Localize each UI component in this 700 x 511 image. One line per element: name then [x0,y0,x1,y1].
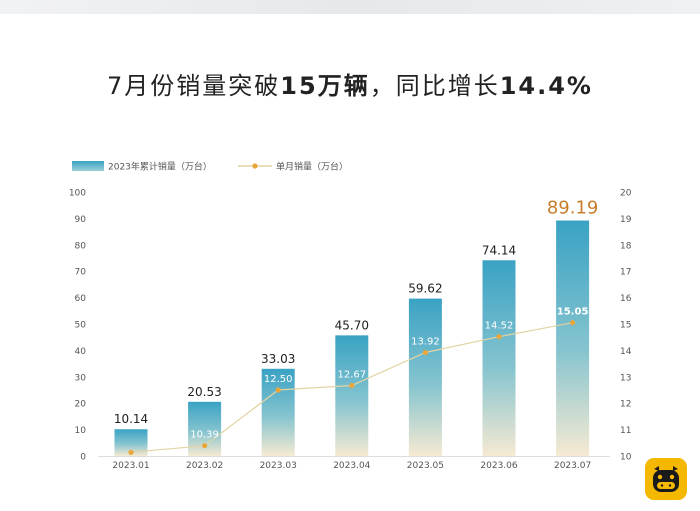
cow-face-icon [653,466,679,492]
left-axis-tick-label: 60 [75,294,87,304]
bar-value-label: 89.19 [547,198,599,219]
line-point-marker [128,449,134,455]
bar-cumulative-sales [261,368,295,456]
line-value-label: 13.92 [411,337,440,348]
bar-value-label: 59.62 [408,282,442,296]
headline: 7月份销量突破15万辆，同比增长14.4% [0,66,700,101]
line-value-label: 12.67 [337,370,366,381]
headline-part-1: 7月份销量突破 [107,72,281,100]
headline-bold-2: 14.4% [499,72,593,100]
x-axis-tick-label: 2023.07 [554,461,591,471]
bar-value-label: 33.03 [261,352,295,366]
right-axis-tick-label: 20 [620,189,632,199]
left-axis-tick-label: 100 [69,189,86,199]
right-axis-tick-label: 15 [620,321,631,331]
line-value-label: 12.50 [264,374,293,385]
right-axis-tick-label: 13 [620,373,631,383]
line-point-marker [422,349,428,356]
left-axis-tick-label: 80 [75,241,87,251]
left-axis-tick-label: 30 [75,373,87,383]
line-value-label: 15.05 [557,307,589,318]
legend-line-label: 单月销量（万台） [276,161,348,173]
bar-cumulative-sales [482,260,516,456]
right-axis-tick-label: 16 [620,294,632,304]
bar-cumulative-sales [408,298,442,456]
bar-cumulative-sales [556,220,590,456]
x-axis-tick-label: 2023.03 [260,461,297,471]
x-axis-tick-label: 2023.06 [480,461,517,471]
line-value-label: 10.39 [190,430,219,441]
line-point-marker [349,382,355,389]
left-axis-tick-label: 50 [75,321,87,331]
bar-cumulative-sales [335,335,369,456]
right-axis-tick-label: 17 [620,268,631,278]
bar-value-label: 74.14 [482,243,516,257]
right-axis-tick-label: 12 [620,400,631,410]
left-axis-tick-label: 20 [75,400,87,410]
line-value-label: 14.52 [485,321,514,332]
x-axis-tick-label: 2023.02 [186,461,223,471]
right-axis-tick-label: 19 [620,215,632,225]
line-point-marker [202,443,208,449]
x-axis-tick-label: 2023.04 [333,461,370,471]
top-banner-strip [0,0,700,14]
line-point-marker [275,387,281,393]
left-axis-tick-label: 40 [75,347,87,357]
right-axis-tick-label: 18 [620,241,632,251]
x-axis-tick-label: 2023.05 [407,461,444,471]
bar-value-label: 45.70 [335,318,369,332]
right-axis-tick-label: 11 [620,426,631,436]
right-axis-tick-label: 10 [620,453,632,463]
bar-value-label: 10.14 [114,412,148,426]
legend-line-marker [252,163,258,169]
line-point-marker [496,334,502,340]
headline-bold-1: 15万辆 [280,72,370,100]
left-axis-tick-label: 0 [80,453,86,463]
left-axis-tick-label: 70 [75,268,87,278]
app-logo [645,458,687,500]
headline-part-2: ，同比增长 [369,72,500,100]
line-point-marker [570,320,576,326]
left-axis-tick-label: 10 [75,426,87,436]
bar-value-label: 20.53 [187,385,221,399]
legend-bar-label: 2023年累计销量（万台） [108,161,212,173]
legend-bar-swatch [72,161,104,171]
left-axis-tick-label: 90 [75,215,87,225]
x-axis-tick-label: 2023.01 [112,461,149,471]
right-axis-tick-label: 14 [620,347,632,357]
